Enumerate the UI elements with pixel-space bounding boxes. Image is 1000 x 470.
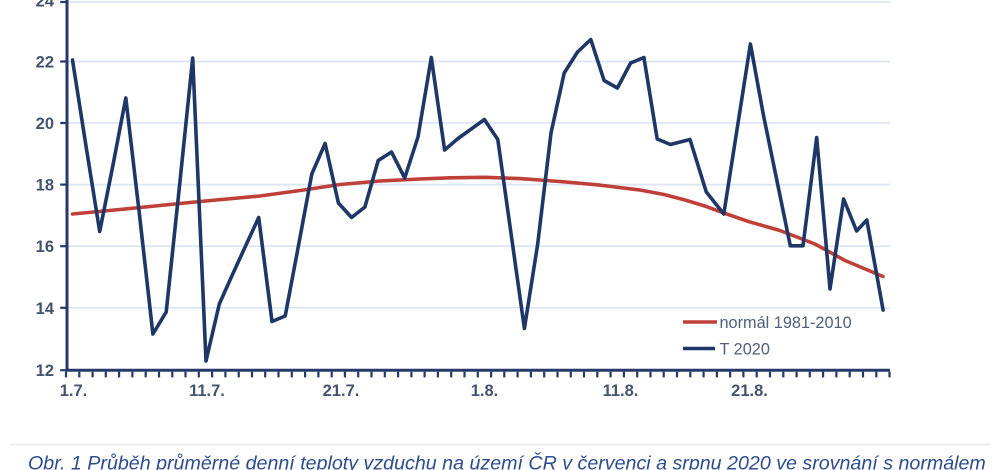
svg-text:20: 20 bbox=[36, 115, 54, 133]
svg-text:16: 16 bbox=[36, 238, 54, 256]
svg-text:12: 12 bbox=[36, 362, 54, 380]
svg-text:22: 22 bbox=[36, 54, 54, 72]
svg-text:24: 24 bbox=[36, 0, 55, 11]
svg-text:21.8.: 21.8. bbox=[731, 382, 768, 400]
svg-text:1.7.: 1.7. bbox=[60, 382, 88, 400]
svg-text:Obr. 1 Průběh průměrné denní t: Obr. 1 Průběh průměrné denní teploty vzd… bbox=[28, 452, 986, 470]
svg-text:normál 1981-2010: normál 1981-2010 bbox=[720, 314, 852, 332]
svg-text:14: 14 bbox=[36, 300, 55, 318]
svg-text:T 2020: T 2020 bbox=[720, 341, 770, 359]
svg-text:11.7.: 11.7. bbox=[189, 382, 225, 400]
svg-text:11.8.: 11.8. bbox=[603, 382, 639, 400]
svg-text:21.7.: 21.7. bbox=[323, 382, 360, 400]
svg-text:18: 18 bbox=[36, 177, 54, 195]
svg-text:1.8.: 1.8. bbox=[471, 382, 499, 400]
